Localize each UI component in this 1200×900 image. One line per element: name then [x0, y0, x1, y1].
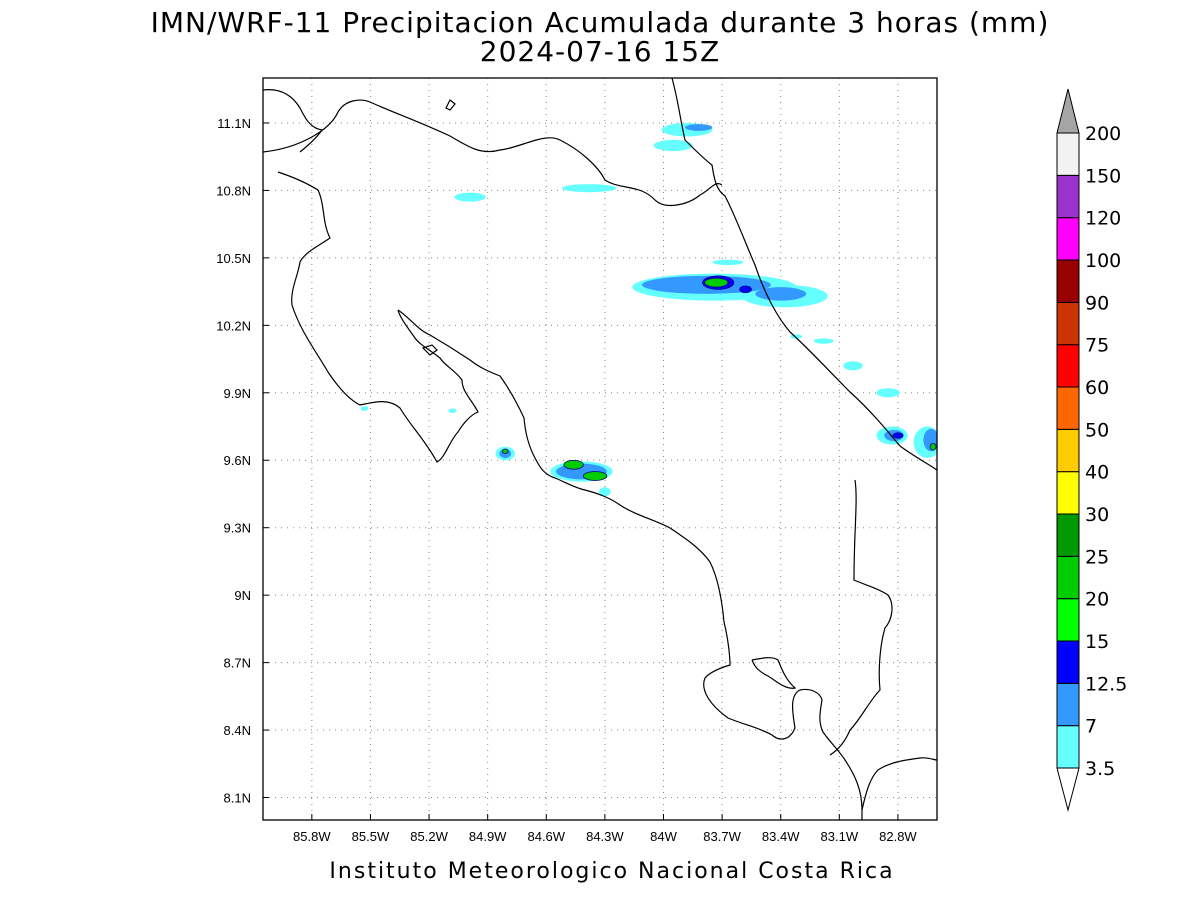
precip-cell: [684, 124, 713, 131]
precip-cell: [704, 277, 729, 288]
lat-tick-label: 10.5N: [216, 251, 251, 266]
lon-tick-label: 83.1W: [821, 829, 859, 844]
colorbar-label: 3.5: [1085, 758, 1115, 780]
lat-tick-label: 8.1N: [224, 791, 251, 806]
colorbar-bin: [1056, 725, 1080, 769]
colorbar-under-triangle: [1056, 767, 1080, 812]
lon-tick-label: 84.3W: [586, 829, 624, 844]
lat-tick-label: 8.4N: [224, 723, 251, 738]
lat-tick-label: 9.6N: [224, 453, 251, 468]
coastlines-and-borders: [263, 78, 937, 820]
colorbar-bin: [1056, 640, 1080, 684]
lat-tick-label: 11.1N: [217, 116, 251, 131]
precip-cell: [843, 361, 863, 371]
lat-tick-label: 9N: [234, 588, 251, 603]
map-frame: [262, 77, 938, 821]
precip-cell: [582, 471, 608, 481]
colorbar-label: 30: [1085, 504, 1109, 526]
colorbar-bin: [1056, 301, 1080, 346]
colorbar-label: 40: [1085, 462, 1109, 484]
panama-coast: [861, 757, 937, 811]
lake-marker: [421, 344, 438, 356]
colorbar-bin: [1056, 174, 1080, 219]
precip-cell: [813, 338, 834, 344]
colorbar-bin: [1056, 344, 1080, 388]
lat-tick-label: 9.3N: [224, 521, 251, 536]
caribbean-coast: [671, 78, 937, 471]
precip-cell: [892, 432, 904, 439]
precip-cell: [599, 487, 611, 497]
credit-text: Instituto Meteorologico Nacional Costa R…: [329, 859, 894, 884]
lat-tick-label: 8.7N: [224, 656, 251, 671]
colorbar-label: 50: [1085, 419, 1109, 441]
precip-cell: [561, 184, 617, 193]
lon-tick-label: 84W: [650, 829, 677, 844]
longitude-axis: 85.8W 85.5W 85.2W 84.9W 84.6W 84.3W 84W 83.7W 83…: [293, 814, 917, 844]
nicoya-peninsula: [277, 171, 479, 463]
lon-tick-label: 85.8W: [293, 829, 331, 844]
colorbar-label: 12.5: [1085, 673, 1127, 695]
colorbar-label: 120: [1085, 208, 1121, 230]
lon-tick-label: 83.7W: [703, 829, 741, 844]
lat-tick-label: 10.8N: [216, 183, 251, 198]
map-subtitle: 2024-07-16 15Z: [480, 35, 720, 68]
colorbar-label: 20: [1085, 589, 1109, 611]
colorbar-bin: [1056, 259, 1080, 303]
colorbar-bin: [1056, 471, 1080, 515]
precip-cell: [563, 459, 584, 470]
colorbar-label: 25: [1085, 546, 1109, 568]
colorbar-label: 200: [1085, 123, 1121, 145]
precip-cell: [712, 259, 744, 266]
map-gridlines: [263, 78, 937, 820]
colorbar-bin: [1056, 428, 1080, 473]
colorbar-bin: [1056, 513, 1080, 557]
precip-cell: [448, 408, 457, 414]
island-marker: [445, 99, 456, 111]
colorbar-bin: [1056, 217, 1080, 261]
gulf-of-nicoya-coast: [397, 309, 863, 820]
precip-cell: [454, 192, 486, 202]
lat-tick-label: 9.9N: [224, 386, 251, 401]
lon-tick-label: 84.9W: [469, 829, 507, 844]
nicaragua-border: [263, 99, 723, 207]
precipitation-field: [360, 122, 937, 497]
lon-tick-label: 84.6W: [527, 829, 565, 844]
colorbar-label: 60: [1085, 377, 1109, 399]
precip-cell: [755, 287, 807, 301]
colorbar-label: 150: [1085, 165, 1121, 187]
colorbar-label: 15: [1085, 631, 1109, 653]
colorbar-label: 90: [1085, 292, 1109, 314]
colorbar: 3.5 7 12.5 15 20 25 30 40 50 60 75 90 100 120 150 200: [1056, 88, 1127, 812]
osa-peninsula: [751, 657, 797, 689]
colorbar-bin: [1056, 598, 1080, 642]
precip-cell: [360, 406, 369, 411]
colorbar-over-triangle: [1056, 88, 1080, 134]
colorbar-bin: [1056, 386, 1080, 430]
lat-tick-label: 10.2N: [216, 318, 251, 333]
colorbar-label: 75: [1085, 335, 1109, 357]
lon-tick-label: 85.2W: [410, 829, 448, 844]
precip-cell: [501, 448, 509, 454]
precip-cell: [653, 139, 693, 152]
colorbar-bin: [1056, 132, 1080, 176]
lon-tick-label: 83.4W: [762, 829, 800, 844]
colorbar-bin: [1056, 555, 1080, 600]
lon-tick-label: 82.8W: [879, 829, 917, 844]
lon-tick-label: 85.5W: [352, 829, 390, 844]
colorbar-bin: [1056, 682, 1080, 727]
precip-cell: [739, 285, 752, 294]
colorbar-label: 7: [1085, 716, 1097, 738]
latitude-axis: 11.1N 10.8N 10.5N 10.2N 9.9N 9.6N 9.3N 9N 8.7N 8.…: [216, 116, 269, 806]
precip-cell: [876, 388, 900, 398]
precip-cell: [929, 442, 937, 451]
map-title: IMN/WRF-11 Precipitacion Acumulada duran…: [151, 6, 1050, 39]
nicaragua-coast: [263, 89, 324, 153]
panama-border: [829, 479, 893, 756]
colorbar-label: 100: [1085, 250, 1121, 272]
